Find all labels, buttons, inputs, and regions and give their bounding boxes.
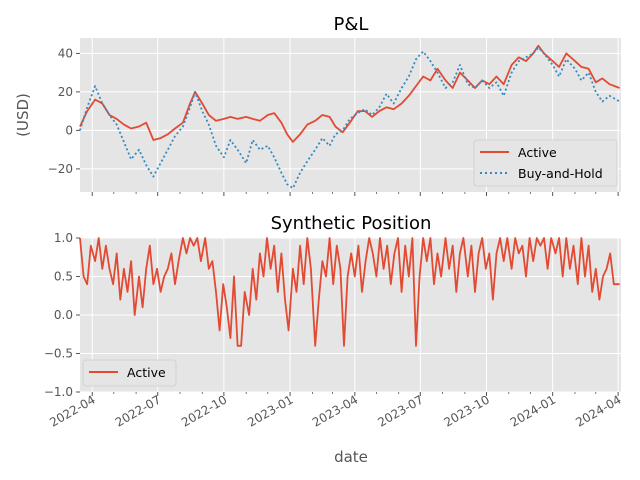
- pnl-y-axis-label: (USD): [14, 93, 32, 137]
- x-tick-label: 2023-04: [310, 392, 360, 429]
- x-tick-label: 2023-01: [245, 392, 295, 429]
- pnl-legend-active-label: Active: [518, 145, 557, 160]
- x-tick-label: 2023-10: [442, 392, 492, 429]
- pnl-series-lines: [79, 44, 621, 190]
- position-legend: Active: [82, 359, 177, 387]
- pos-y-tick-label: 0.0: [54, 308, 73, 322]
- pnl-legend-buyhold-label: Buy-and-Hold: [518, 166, 603, 181]
- pnl-y-tick-label: 40: [58, 46, 73, 60]
- pos-y-tick-label: 0.5: [54, 270, 73, 284]
- pnl-y-ticks: −20 0 20 40: [48, 46, 80, 176]
- position-series-lines: [79, 237, 620, 347]
- pnl-panel: −20 0 20 40 P&L (USD) Active Buy-and-Hold: [14, 14, 621, 196]
- x-tick-label: 2022-07: [113, 392, 163, 429]
- x-axis-label: date: [334, 448, 368, 466]
- x-tick-label: 2022-10: [179, 392, 229, 429]
- pnl-series-active-line: [79, 44, 620, 143]
- pnl-legend-box: [473, 139, 618, 187]
- x-tick-label: 2024-01: [508, 392, 558, 429]
- pnl-series-buy-and-hold-line: [79, 46, 621, 190]
- pnl-y-tick-label: 0: [65, 123, 73, 137]
- position-x-ticks: 2022-04 2022-07 2022-10 2023-01 2023-04 2023-…: [47, 392, 624, 430]
- position-panel: −1.0−0.50.00.51.0 2022-04 2022-07 2022-10 2…: [44, 213, 624, 466]
- position-legend-active-label: Active: [127, 365, 166, 380]
- position-y-ticks: −1.0 −0.5 0.0 0.5 1.0: [44, 231, 80, 399]
- pos-series-active-line: [79, 237, 620, 347]
- pnl-x-ticks: [91, 192, 619, 196]
- x-tick-label: 2023-07: [375, 392, 425, 429]
- pos-y-tick-label: −1.0: [44, 385, 73, 399]
- pnl-title: P&L: [334, 14, 369, 35]
- position-title: Synthetic Position: [271, 213, 432, 234]
- x-tick-label: 2024-04: [573, 392, 623, 429]
- pnl-y-tick-label: −20: [48, 162, 73, 176]
- pos-y-tick-label: −0.5: [44, 347, 73, 361]
- pnl-y-tick-label: 20: [58, 85, 73, 99]
- position-legend-box: [82, 359, 177, 387]
- pos-y-tick-label: 1.0: [54, 231, 73, 245]
- pnl-legend: Active Buy-and-Hold: [473, 139, 618, 187]
